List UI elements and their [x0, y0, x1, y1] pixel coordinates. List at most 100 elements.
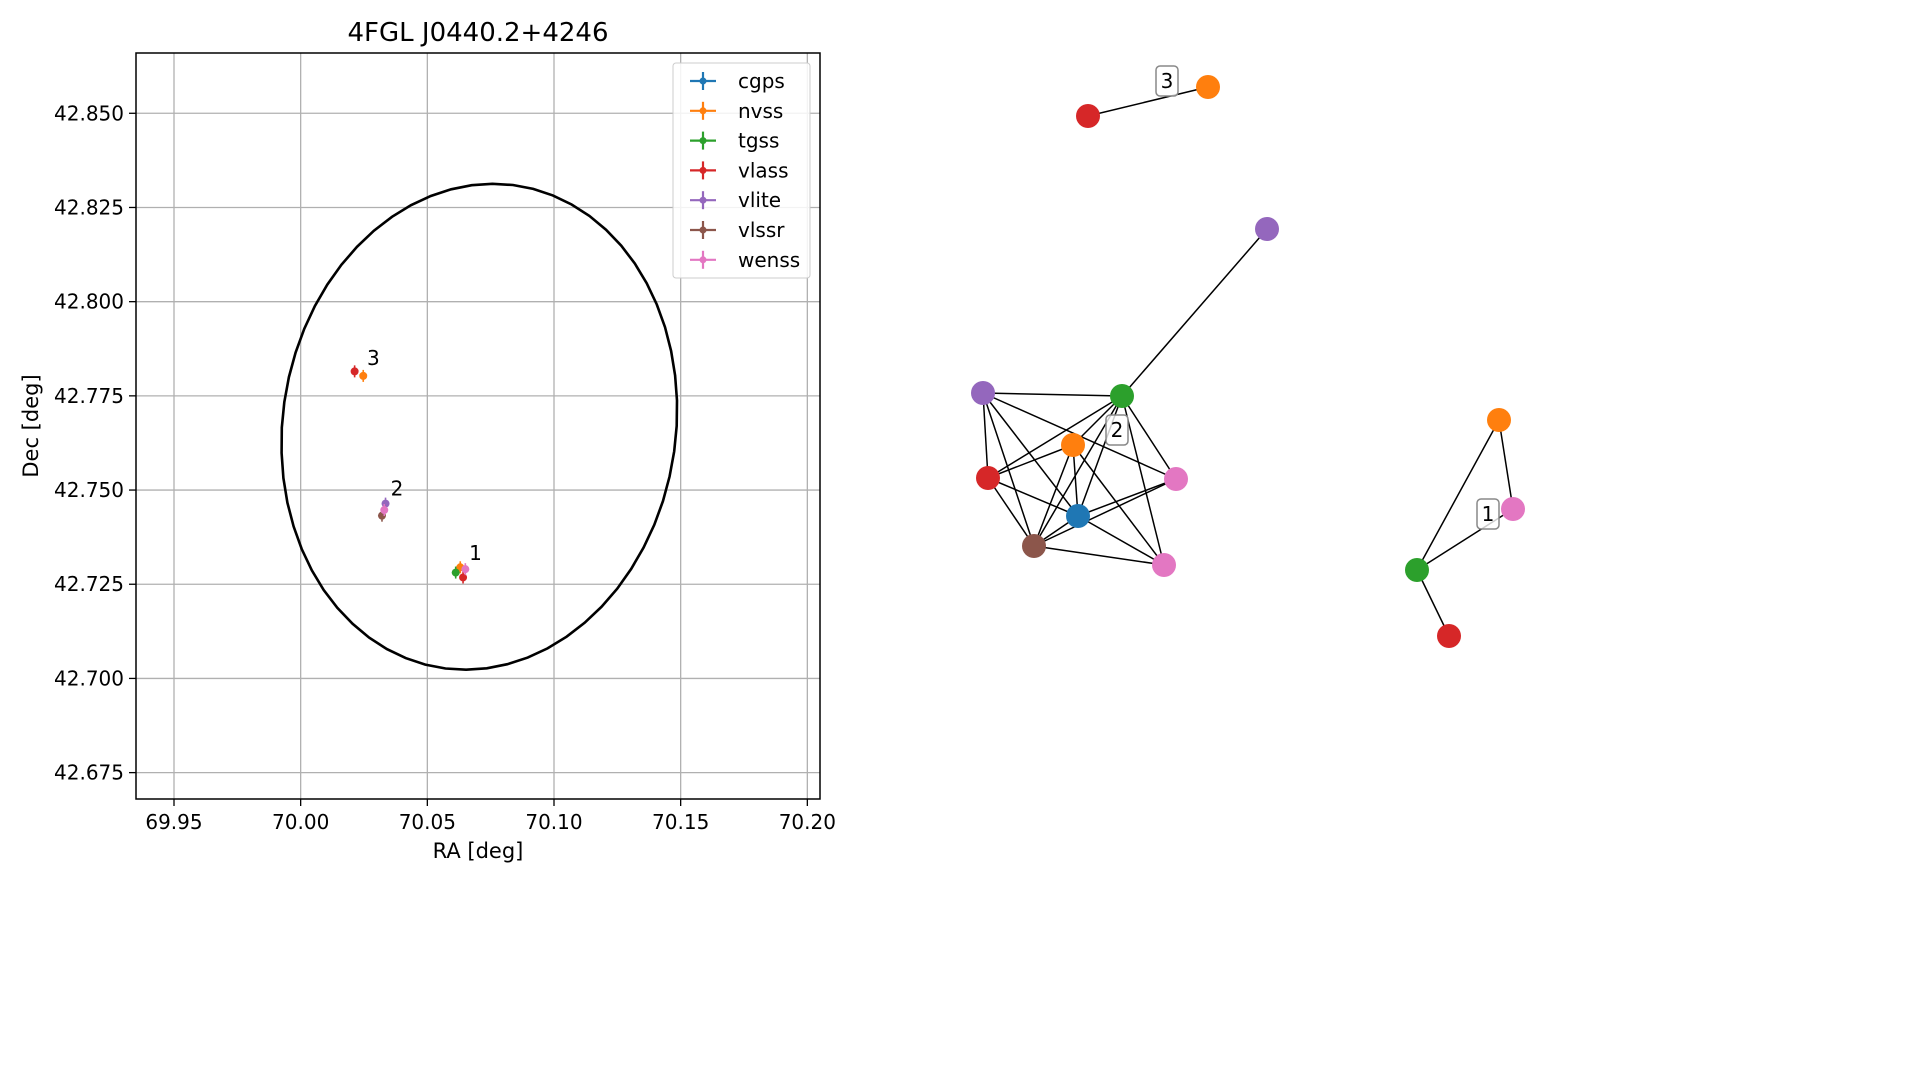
point-marker	[350, 367, 359, 376]
legend-label: tgss	[738, 129, 779, 153]
legend-entry-cgps: cgps	[690, 69, 785, 93]
network-node-c2_vlass	[976, 466, 1000, 490]
y-tick-label: 42.850	[54, 101, 124, 125]
legend-entry-wenss: wenss	[690, 248, 800, 272]
network-node-c2_vlssr	[1022, 534, 1046, 558]
cluster-annotation: 1	[469, 541, 482, 565]
legend-entry-tgss: tgss	[690, 129, 779, 153]
scatter-panel: 4FGL J0440.2+4246 3 2 1 69.95 70.00 70.05 70.…	[19, 18, 836, 863]
legend-label: cgps	[738, 69, 785, 93]
network-edge	[987, 444, 1074, 479]
legend-marker	[699, 226, 707, 234]
legend-label: nvss	[738, 99, 783, 123]
network-edge	[1416, 569, 1450, 637]
network-node-c1_tgss	[1405, 558, 1429, 582]
network-edge	[987, 477, 1035, 547]
network-node-c1_wenss	[1501, 497, 1525, 521]
legend: cgps nvss tgss vlass vlite vlssr wenss	[672, 62, 811, 279]
x-tick-label: 70.20	[779, 810, 836, 834]
network-edge	[987, 477, 1079, 517]
network-node-c2_cgps	[1066, 504, 1090, 528]
legend-label: vlass	[738, 158, 789, 182]
data-point-tgss	[451, 566, 460, 579]
network-cluster-labels: 3 2 1	[1105, 65, 1500, 530]
network-node-c2_wenss_b	[1152, 553, 1176, 577]
label-text: 3	[1161, 69, 1174, 93]
label-text: 1	[1482, 502, 1495, 526]
legend-entry-vlass: vlass	[690, 158, 789, 182]
legend-marker	[699, 166, 707, 174]
x-tick-label: 70.15	[652, 810, 709, 834]
x-tick-label: 70.00	[272, 810, 329, 834]
network-edge	[1033, 444, 1074, 547]
network-edge	[982, 392, 989, 479]
network-node-c2_vlite_far	[1255, 217, 1279, 241]
uncertainty-ellipse	[280, 182, 679, 672]
network-edge	[1121, 228, 1268, 397]
legend-entry-nvss: nvss	[690, 99, 783, 123]
data-point-vlass	[350, 365, 359, 378]
y-axis-label: Dec [deg]	[19, 374, 43, 477]
legend-marker	[699, 77, 707, 85]
network-node-c1_nvss	[1487, 408, 1511, 432]
legend-entry-vlssr: vlssr	[690, 218, 785, 242]
network-node-c2_tgss	[1110, 384, 1134, 408]
network-edge	[1121, 395, 1165, 566]
y-tick-label: 42.750	[54, 478, 124, 502]
network-cluster-label: 1	[1476, 498, 1500, 530]
x-tick-label: 70.05	[399, 810, 456, 834]
label-box	[1155, 65, 1179, 97]
network-node-c2_vlite	[971, 381, 995, 405]
label-box	[1105, 414, 1129, 446]
network-cluster-label: 2	[1105, 414, 1129, 446]
legend-marker	[699, 107, 707, 115]
network-edge	[1416, 419, 1500, 571]
chart-title: 4FGL J0440.2+4246	[348, 18, 609, 48]
data-point-vlass	[459, 571, 468, 584]
y-tick-label: 42.700	[54, 666, 124, 690]
x-axis-label: RA [deg]	[433, 839, 524, 863]
network-edge	[1033, 545, 1165, 566]
data-points-layer	[350, 365, 470, 584]
network-node-c1_vlass	[1437, 624, 1461, 648]
point-marker	[359, 371, 368, 380]
network-node-c2_nvss	[1061, 433, 1085, 457]
label-text: 2	[1111, 418, 1124, 442]
network-edge	[1072, 444, 1165, 566]
network-panel: 3 2 1	[971, 65, 1525, 648]
network-edges	[982, 86, 1514, 637]
grid-lines	[136, 53, 820, 799]
y-tick-label: 42.675	[54, 761, 124, 785]
cluster-annotation: 2	[391, 477, 404, 501]
data-point-wenss	[461, 563, 470, 576]
legend-marker	[699, 256, 707, 264]
network-cluster-label: 3	[1155, 65, 1179, 97]
legend-label: vlssr	[738, 218, 785, 242]
point-marker	[461, 565, 470, 574]
y-axis-ticks: 42.675 42.700 42.725 42.750 42.775 42.800 42.8…	[54, 101, 136, 785]
axes-frame	[135, 52, 821, 800]
x-axis-ticks: 69.95 70.00 70.05 70.10 70.15 70.20	[145, 799, 836, 834]
y-tick-label: 42.825	[54, 195, 124, 219]
x-tick-label: 70.10	[525, 810, 582, 834]
network-edge	[1077, 478, 1177, 517]
network-edge	[1121, 395, 1177, 480]
legend-entry-vlite: vlite	[690, 188, 781, 212]
legend-label: vlite	[738, 188, 781, 212]
data-point-wenss	[380, 504, 389, 517]
legend-frame	[672, 62, 811, 279]
y-tick-label: 42.725	[54, 572, 124, 596]
network-edge	[1077, 515, 1165, 566]
cluster-annotations: 3 2 1	[367, 346, 482, 565]
legend-label: wenss	[738, 248, 800, 272]
network-node-c3_nvss	[1196, 75, 1220, 99]
point-marker	[380, 506, 389, 515]
point-marker	[459, 573, 468, 582]
network-edge	[982, 392, 1079, 517]
legend-entries: cgps nvss tgss vlass vlite vlssr wenss	[690, 69, 800, 272]
data-point-nvss	[359, 369, 368, 382]
network-edge	[1033, 478, 1177, 547]
point-marker	[451, 568, 460, 577]
